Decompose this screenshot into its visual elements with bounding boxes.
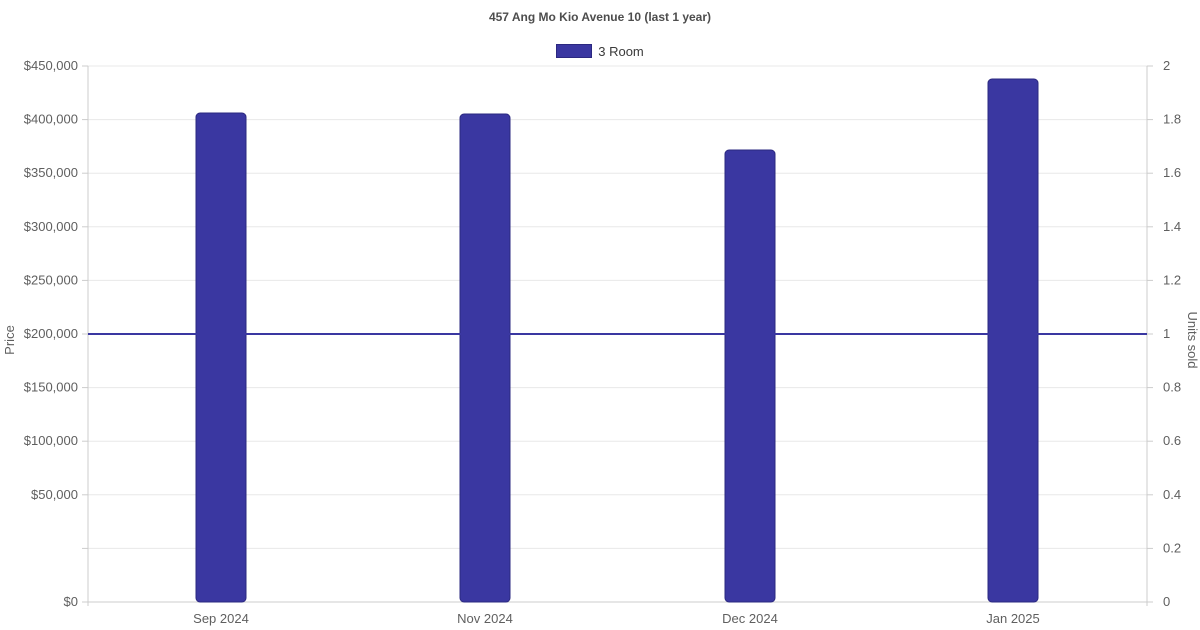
svg-text:$300,000: $300,000: [24, 219, 78, 234]
svg-text:Nov 2024: Nov 2024: [457, 611, 513, 626]
svg-text:$400,000: $400,000: [24, 112, 78, 127]
svg-text:Price: Price: [2, 325, 17, 355]
svg-text:2: 2: [1163, 58, 1170, 73]
svg-text:1.2: 1.2: [1163, 272, 1181, 287]
svg-text:Units sold: Units sold: [1185, 311, 1200, 368]
svg-text:$450,000: $450,000: [24, 58, 78, 73]
svg-text:$200,000: $200,000: [24, 326, 78, 341]
svg-text:$250,000: $250,000: [24, 272, 78, 287]
svg-text:0.6: 0.6: [1163, 433, 1181, 448]
svg-text:$350,000: $350,000: [24, 165, 78, 180]
svg-text:$0: $0: [64, 594, 78, 609]
svg-text:0.4: 0.4: [1163, 487, 1181, 502]
svg-text:0.2: 0.2: [1163, 540, 1181, 555]
svg-text:1.6: 1.6: [1163, 165, 1181, 180]
svg-text:1.8: 1.8: [1163, 112, 1181, 127]
svg-text:$50,000: $50,000: [31, 487, 78, 502]
svg-text:0.8: 0.8: [1163, 380, 1181, 395]
svg-text:Dec 2024: Dec 2024: [722, 611, 778, 626]
svg-text:0: 0: [1163, 594, 1170, 609]
svg-text:1: 1: [1163, 326, 1170, 341]
svg-text:1.4: 1.4: [1163, 219, 1181, 234]
svg-text:Jan 2025: Jan 2025: [986, 611, 1040, 626]
svg-text:$150,000: $150,000: [24, 380, 78, 395]
svg-text:$100,000: $100,000: [24, 433, 78, 448]
svg-text:Sep 2024: Sep 2024: [193, 611, 249, 626]
